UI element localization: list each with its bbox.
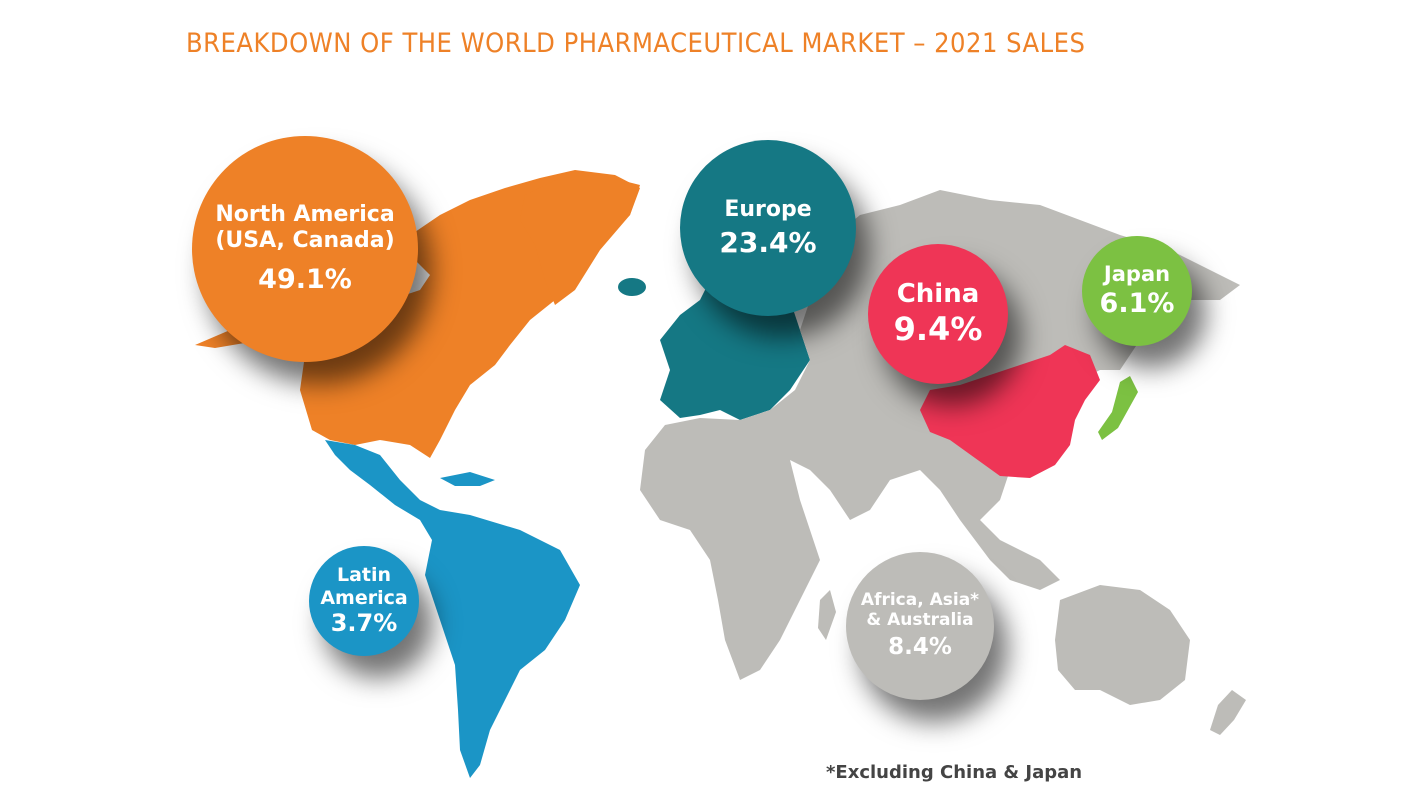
region-iceland <box>618 278 646 296</box>
latin-america-label-line1: Latin <box>336 564 392 587</box>
north-america-bubble: North America (USA, Canada) 49.1% <box>192 136 418 362</box>
japan-bubble: Japan 6.1% <box>1082 236 1192 346</box>
region-caribbean <box>440 472 495 486</box>
china-label: China <box>896 278 980 309</box>
rest-of-world-label-line2: & Australia <box>866 610 974 631</box>
region-australia <box>1055 585 1190 705</box>
rest-of-world-label-line1: Africa, Asia* <box>860 590 980 611</box>
region-china <box>920 345 1100 478</box>
page-title: BREAKDOWN OF THE WORLD PHARMACEUTICAL MA… <box>186 28 1086 59</box>
region-new-zealand <box>1210 690 1246 735</box>
rest-of-world-share: 8.4% <box>888 634 952 661</box>
china-bubble: China 9.4% <box>868 244 1008 384</box>
rest-of-world-bubble: Africa, Asia* & Australia 8.4% <box>846 552 994 700</box>
region-greenland <box>520 175 640 305</box>
europe-bubble: Europe 23.4% <box>680 140 856 316</box>
north-america-label-line2: (USA, Canada) <box>215 228 395 254</box>
north-america-share: 49.1% <box>258 264 352 296</box>
latin-america-bubble: Latin America 3.7% <box>309 546 419 656</box>
europe-label: Europe <box>724 196 812 222</box>
latin-america-share: 3.7% <box>330 609 398 638</box>
japan-label: Japan <box>1103 261 1171 286</box>
latin-america-label-line2: America <box>320 586 408 609</box>
region-japan <box>1098 376 1138 440</box>
north-america-label-line1: North America <box>215 202 395 228</box>
region-latin-america <box>325 440 580 778</box>
region-madagascar <box>818 590 836 640</box>
europe-share: 23.4% <box>719 226 817 260</box>
japan-share: 6.1% <box>1099 288 1175 320</box>
china-share: 9.4% <box>893 310 983 349</box>
footnote: *Excluding China & Japan <box>826 762 1083 783</box>
